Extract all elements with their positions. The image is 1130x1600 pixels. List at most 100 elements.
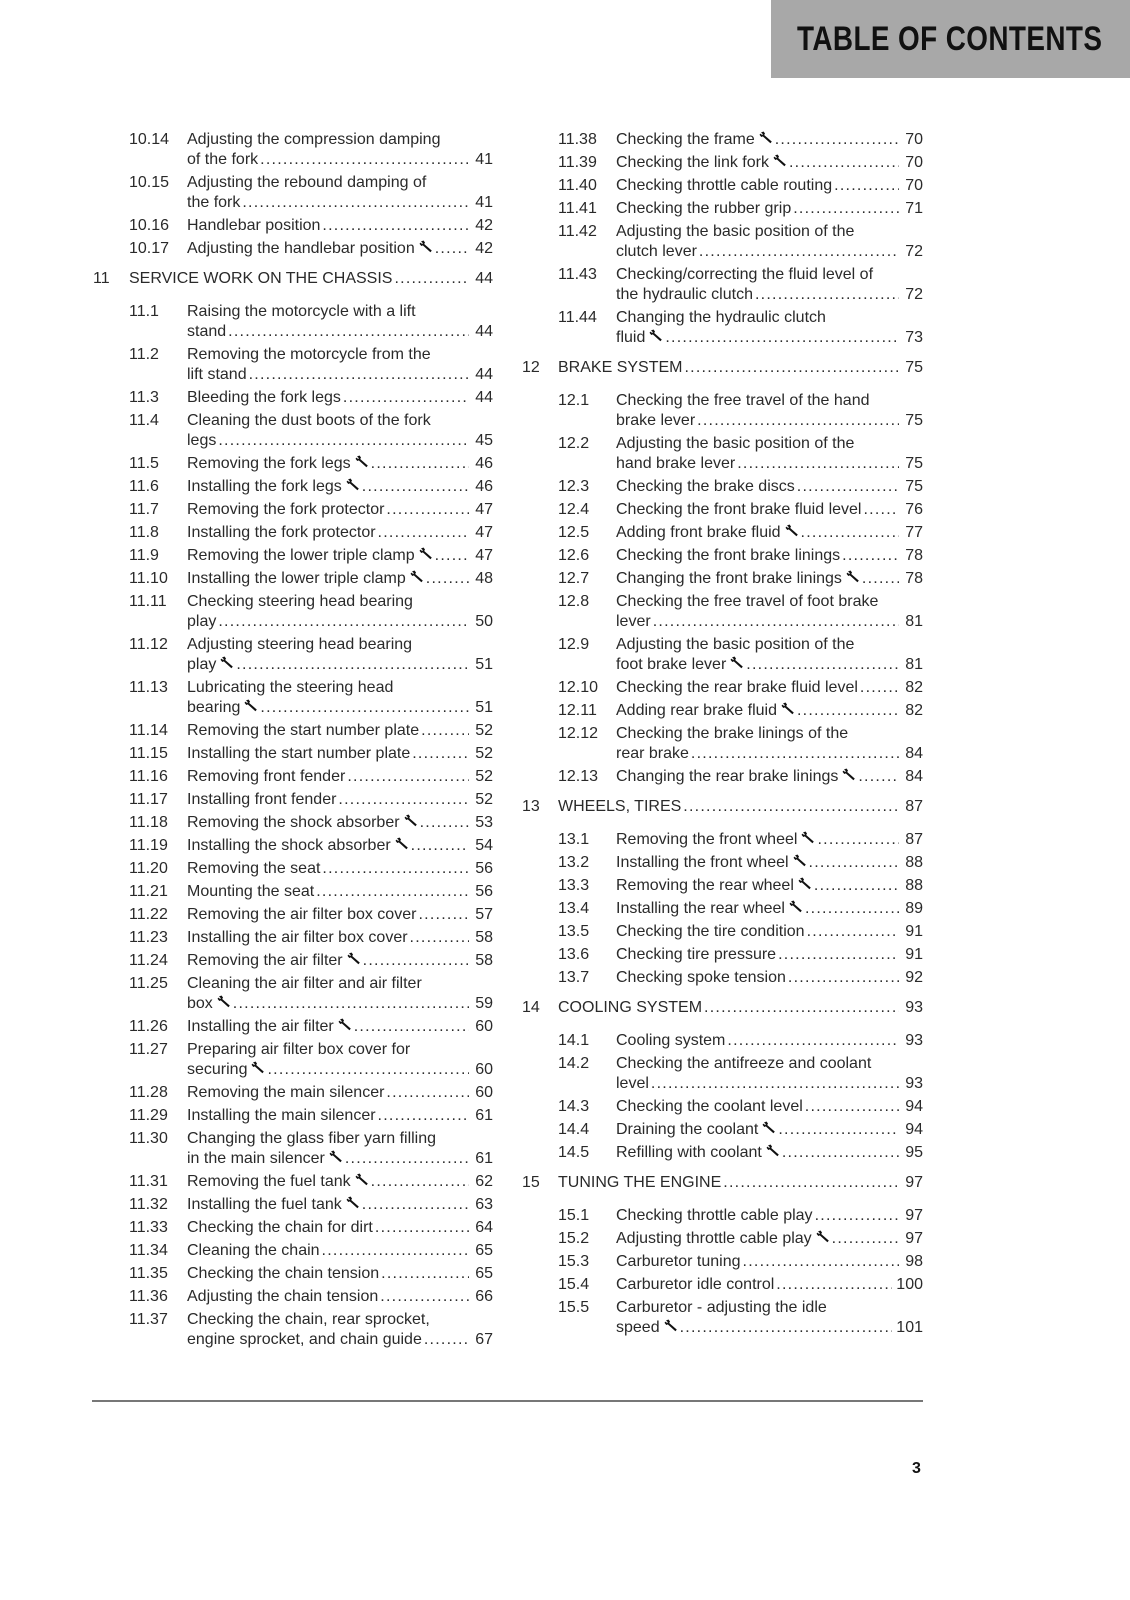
toc-entry[interactable]: 12.12 Checking the brake linings of the re… <box>522 724 923 764</box>
toc-entry[interactable]: 14.3 Checking the coolant level 94 <box>522 1097 923 1117</box>
toc-entry[interactable]: 11.10 Installing the lower triple clamp 48 <box>93 569 493 589</box>
toc-entry[interactable]: 11.2 Removing the motorcycle from the lift… <box>93 345 493 385</box>
page-ref[interactable]: 91 <box>905 923 923 940</box>
toc-entry[interactable]: 11.26 Installing the air filter 60 <box>93 1017 493 1037</box>
page-ref[interactable]: 44 <box>475 389 493 406</box>
page-ref[interactable]: 51 <box>475 656 493 673</box>
toc-entry[interactable]: 11.5 Removing the fork legs 46 <box>93 454 493 474</box>
page-ref[interactable]: 97 <box>905 1230 923 1247</box>
page-ref[interactable]: 44 <box>475 366 493 383</box>
page-ref[interactable]: 56 <box>475 883 493 900</box>
toc-entry[interactable]: 15.3 Carburetor tuning 98 <box>522 1252 923 1272</box>
page-ref[interactable]: 60 <box>475 1061 493 1078</box>
page-ref[interactable]: 72 <box>905 243 923 260</box>
page-ref[interactable]: 95 <box>905 1144 923 1161</box>
page-ref[interactable]: 65 <box>475 1242 493 1259</box>
page-ref[interactable]: 81 <box>905 656 923 673</box>
toc-entry[interactable]: 11.23 Installing the air filter box cover… <box>93 928 493 948</box>
toc-entry[interactable]: 12.13 Changing the rear brake linings 84 <box>522 767 923 787</box>
toc-entry[interactable]: 11.31 Removing the fuel tank 62 <box>93 1172 493 1192</box>
toc-entry[interactable]: 11.22 Removing the air filter box cover 57 <box>93 905 493 925</box>
page-ref[interactable]: 78 <box>905 570 923 587</box>
page-ref[interactable]: 41 <box>475 151 493 168</box>
page-ref[interactable]: 94 <box>905 1121 923 1138</box>
toc-entry[interactable]: 13.2 Installing the front wheel 88 <box>522 853 923 873</box>
toc-entry[interactable]: 11.28 Removing the main silencer 60 <box>93 1083 493 1103</box>
page-ref[interactable]: 71 <box>905 200 923 217</box>
toc-entry[interactable]: 11.41 Checking the rubber grip 71 <box>522 199 923 219</box>
toc-entry[interactable]: 11.15 Installing the start number plate 52 <box>93 744 493 764</box>
toc-entry[interactable]: 11.21 Mounting the seat 56 <box>93 882 493 902</box>
toc-chapter[interactable]: 13 WHEELS, TIRES 87 <box>522 797 923 817</box>
toc-entry[interactable]: 12.9 Adjusting the basic position of the f… <box>522 635 923 675</box>
toc-entry[interactable]: 11.14 Removing the start number plate 52 <box>93 721 493 741</box>
toc-entry[interactable]: 11.34 Cleaning the chain 65 <box>93 1241 493 1261</box>
page-ref[interactable]: 61 <box>475 1107 493 1124</box>
toc-entry[interactable]: 11.19 Installing the shock absorber 54 <box>93 836 493 856</box>
page-ref[interactable]: 100 <box>896 1276 923 1293</box>
page-ref[interactable]: 70 <box>905 154 923 171</box>
page-ref[interactable]: 50 <box>475 613 493 630</box>
page-ref[interactable]: 56 <box>475 860 493 877</box>
page-ref[interactable]: 64 <box>475 1219 493 1236</box>
page-ref[interactable]: 88 <box>905 877 923 894</box>
page-ref[interactable]: 46 <box>475 455 493 472</box>
toc-entry[interactable]: 10.16 Handlebar position 42 <box>93 216 493 236</box>
page-ref[interactable]: 70 <box>905 177 923 194</box>
page-ref[interactable]: 84 <box>905 768 923 785</box>
page-ref[interactable]: 52 <box>475 791 493 808</box>
toc-entry[interactable]: 10.15 Adjusting the rebound damping of the… <box>93 173 493 213</box>
toc-entry[interactable]: 11.43 Checking/correcting the fluid level… <box>522 265 923 305</box>
toc-entry[interactable]: 11.12 Adjusting steering head bearing play… <box>93 635 493 675</box>
page-ref[interactable]: 42 <box>475 217 493 234</box>
toc-entry[interactable]: 12.7 Changing the front brake linings 78 <box>522 569 923 589</box>
page-ref[interactable]: 76 <box>905 501 923 518</box>
page-ref[interactable]: 78 <box>905 547 923 564</box>
page-ref[interactable]: 60 <box>475 1084 493 1101</box>
toc-entry[interactable]: 11.36 Adjusting the chain tension 66 <box>93 1287 493 1307</box>
toc-entry[interactable]: 15.4 Carburetor idle control 100 <box>522 1275 923 1295</box>
page-ref[interactable]: 82 <box>905 702 923 719</box>
page-ref[interactable]: 97 <box>905 1174 923 1191</box>
page-ref[interactable]: 59 <box>475 995 493 1012</box>
toc-entry[interactable]: 11.39 Checking the link fork 70 <box>522 153 923 173</box>
page-ref[interactable]: 44 <box>475 323 493 340</box>
toc-entry[interactable]: 12.1 Checking the free travel of the hand… <box>522 391 923 431</box>
page-ref[interactable]: 52 <box>475 722 493 739</box>
page-ref[interactable]: 48 <box>475 570 493 587</box>
toc-entry[interactable]: 11.7 Removing the fork protector 47 <box>93 500 493 520</box>
page-ref[interactable]: 75 <box>905 478 923 495</box>
toc-entry[interactable]: 14.4 Draining the coolant 94 <box>522 1120 923 1140</box>
toc-entry[interactable]: 15.2 Adjusting throttle cable play 97 <box>522 1229 923 1249</box>
page-ref[interactable]: 89 <box>905 900 923 917</box>
toc-entry[interactable]: 12.2 Adjusting the basic position of the h… <box>522 434 923 474</box>
page-ref[interactable]: 82 <box>905 679 923 696</box>
toc-chapter[interactable]: 12 BRAKE SYSTEM 75 <box>522 358 923 378</box>
page-ref[interactable]: 75 <box>905 359 923 376</box>
page-ref[interactable]: 58 <box>475 929 493 946</box>
page-ref[interactable]: 81 <box>905 613 923 630</box>
toc-entry[interactable]: 15.5 Carburetor - adjusting the idle speed… <box>522 1298 923 1338</box>
page-ref[interactable]: 65 <box>475 1265 493 1282</box>
toc-entry[interactable]: 11.24 Removing the air filter 58 <box>93 951 493 971</box>
toc-entry[interactable]: 11.35 Checking the chain tension 65 <box>93 1264 493 1284</box>
toc-entry[interactable]: 13.1 Removing the front wheel 87 <box>522 830 923 850</box>
page-ref[interactable]: 75 <box>905 455 923 472</box>
page-ref[interactable]: 60 <box>475 1018 493 1035</box>
toc-chapter[interactable]: 11 SERVICE WORK ON THE CHASSIS 44 <box>93 269 493 289</box>
toc-entry[interactable]: 12.11 Adding rear brake fluid 82 <box>522 701 923 721</box>
page-ref[interactable]: 57 <box>475 906 493 923</box>
toc-entry[interactable]: 12.5 Adding front brake fluid 77 <box>522 523 923 543</box>
toc-entry[interactable]: 11.8 Installing the fork protector 47 <box>93 523 493 543</box>
toc-entry[interactable]: 14.2 Checking the antifreeze and coolant l… <box>522 1054 923 1094</box>
toc-entry[interactable]: 11.25 Cleaning the air filter and air fil… <box>93 974 493 1014</box>
page-ref[interactable]: 75 <box>905 412 923 429</box>
page-ref[interactable]: 93 <box>905 999 923 1016</box>
toc-entry[interactable]: 11.16 Removing front fender 52 <box>93 767 493 787</box>
toc-entry[interactable]: 11.13 Lubricating the steering head bearin… <box>93 678 493 718</box>
toc-entry[interactable]: 13.4 Installing the rear wheel 89 <box>522 899 923 919</box>
page-ref[interactable]: 41 <box>475 194 493 211</box>
toc-entry[interactable]: 14.1 Cooling system 93 <box>522 1031 923 1051</box>
page-ref[interactable]: 77 <box>905 524 923 541</box>
toc-entry[interactable]: 11.11 Checking steering head bearing play 5… <box>93 592 493 632</box>
